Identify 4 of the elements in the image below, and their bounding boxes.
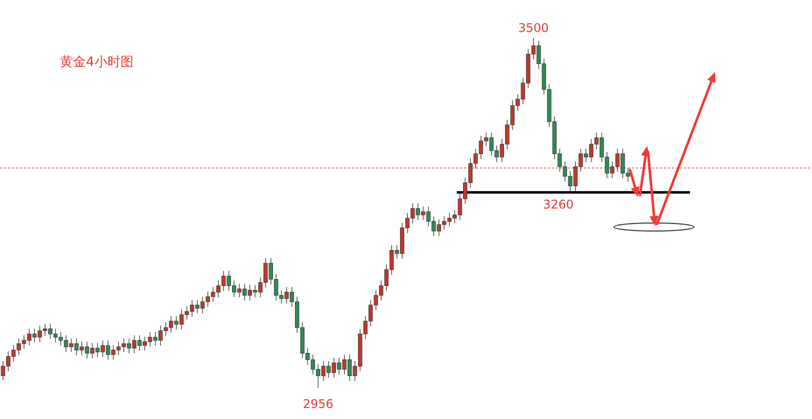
annotation: 2956 xyxy=(302,397,334,411)
annotation: 3500 xyxy=(518,21,549,35)
text: 黄金4小时图 xyxy=(60,55,134,70)
ref-line-label: 3260 xyxy=(543,197,574,212)
